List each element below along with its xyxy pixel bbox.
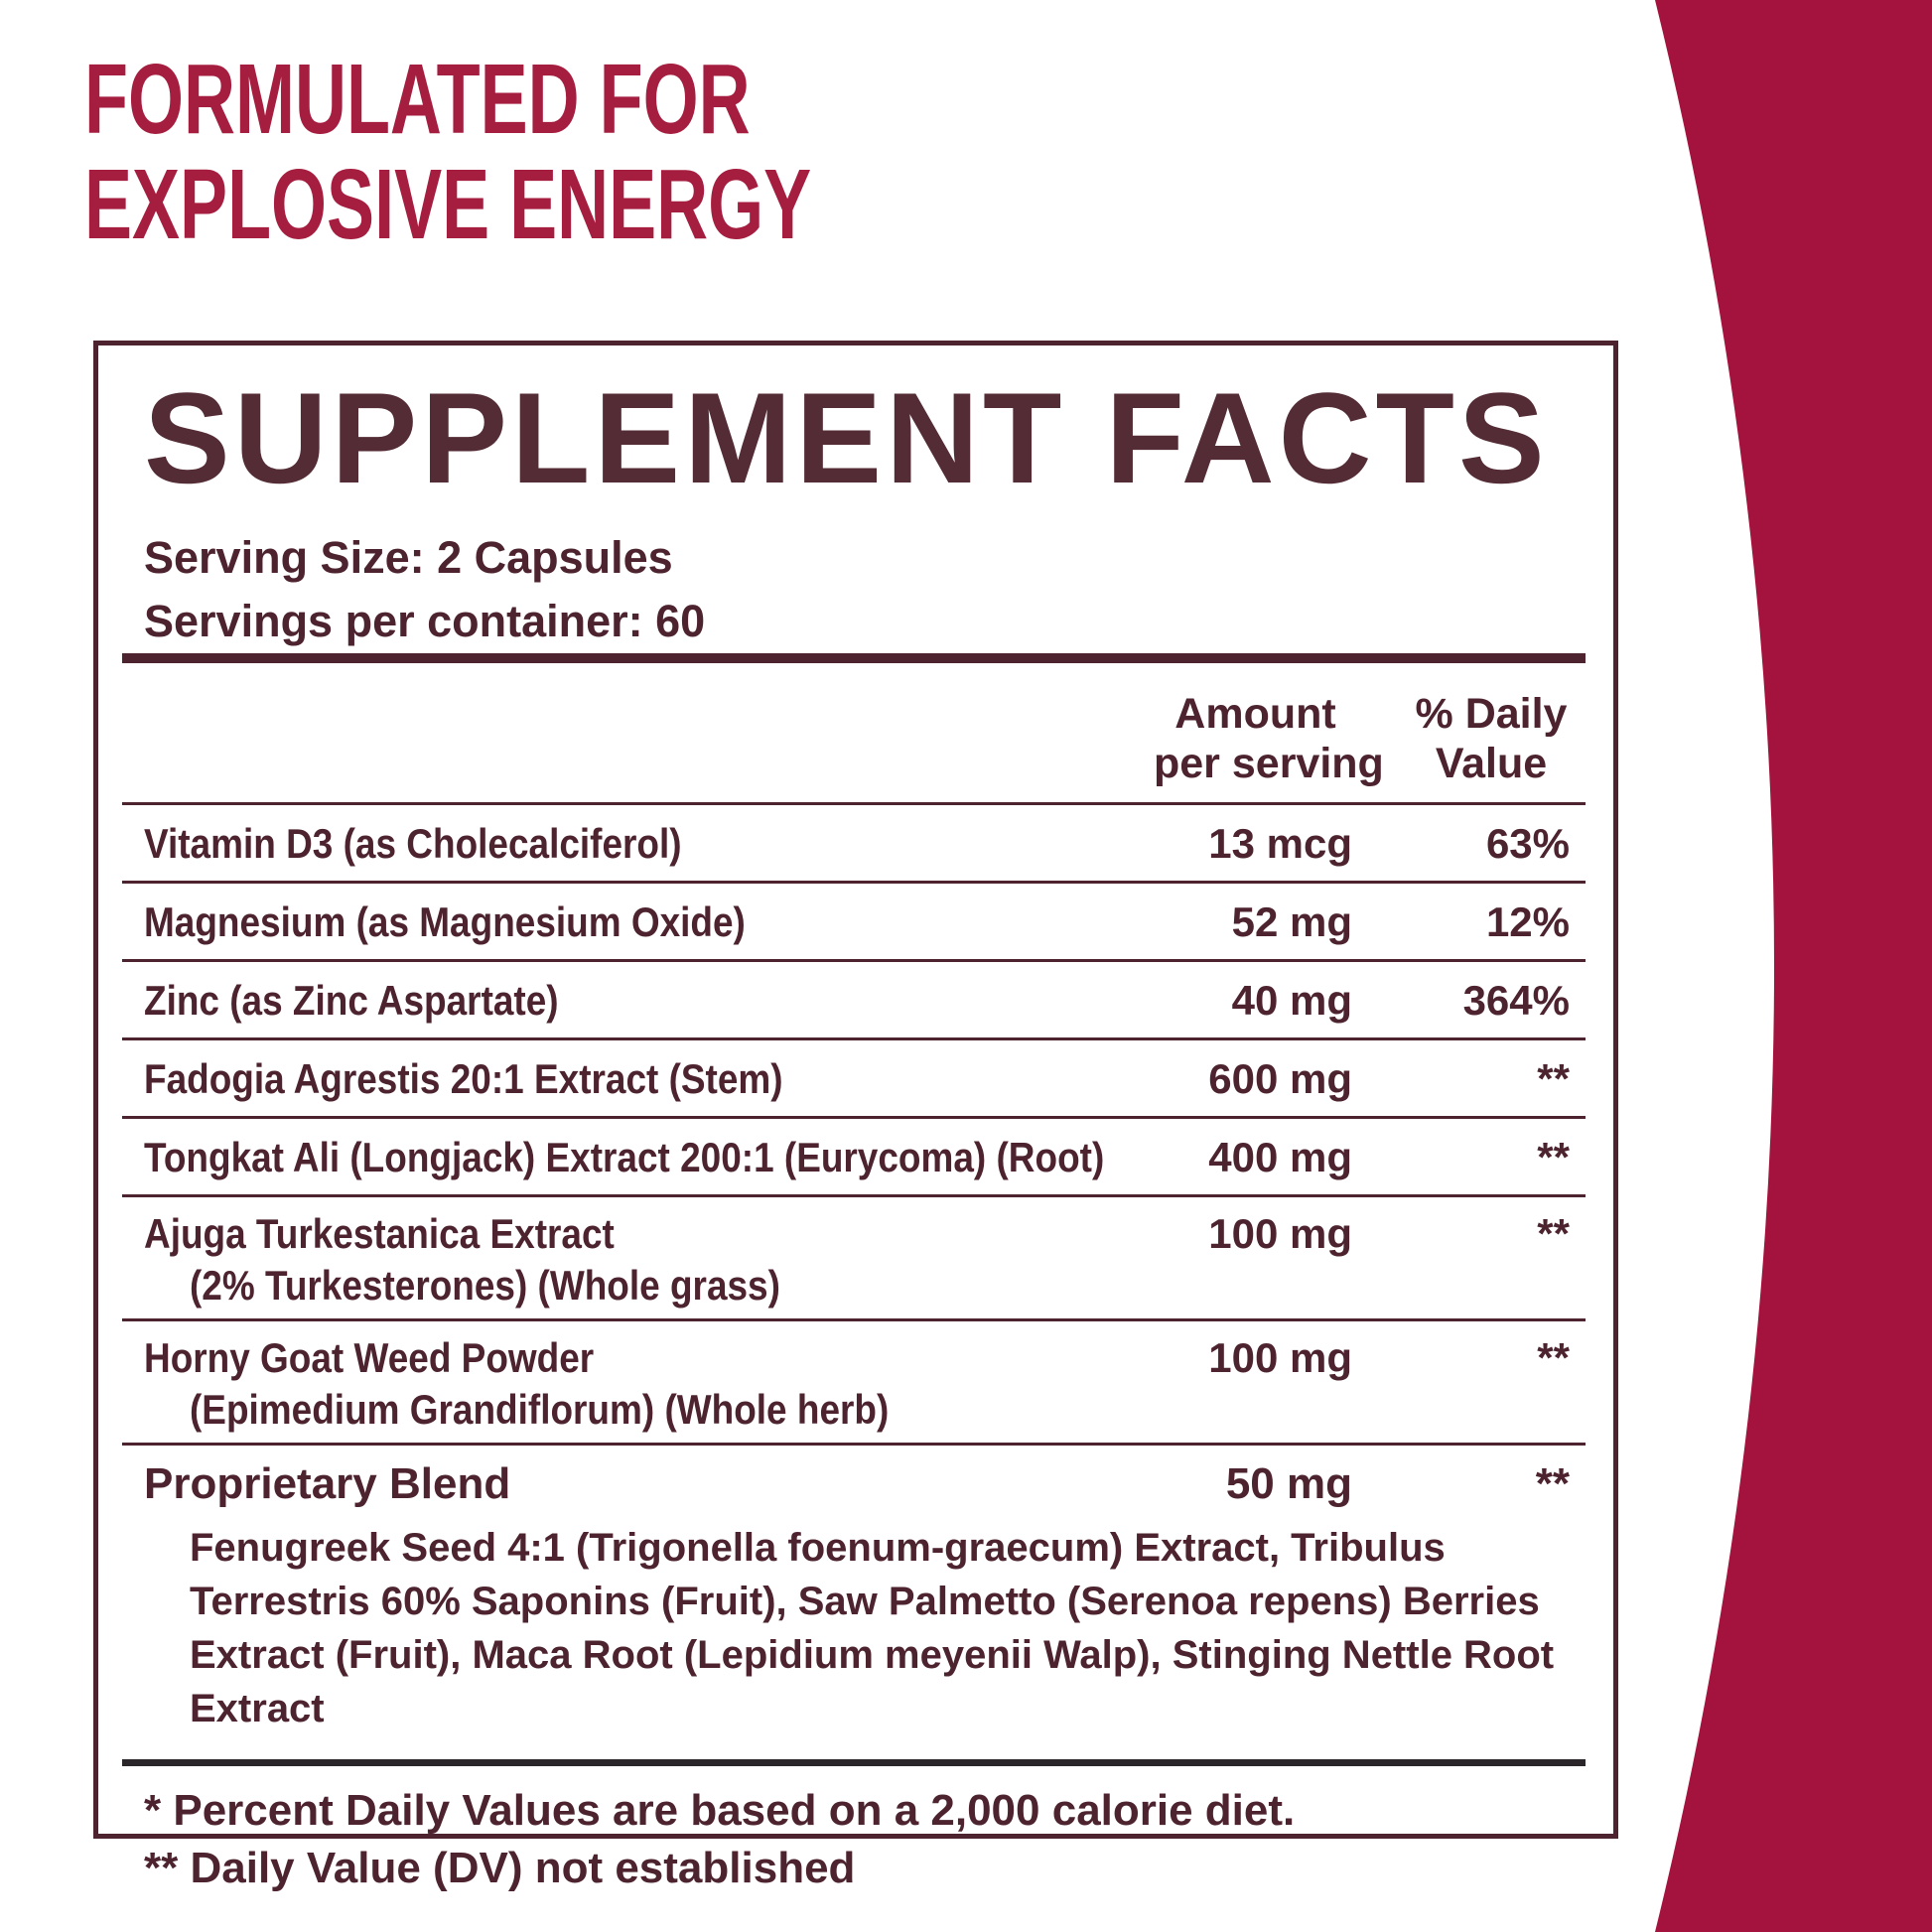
serving-size: Serving Size: 2 Capsules [144,532,673,583]
amount-value: 13 mcg [1208,820,1352,867]
amount-value: 100 mg [1208,1334,1352,1381]
amount-value: 600 mg [1208,1055,1352,1102]
row-divider [122,1443,1586,1446]
blend-name: Proprietary Blend [144,1459,511,1508]
row-divider [122,1318,1586,1321]
table-row: Zinc (as Zinc Aspartate) 40 mg 364% [122,962,1586,1037]
footnote-dv-not-established: ** Daily Value (DV) not established [144,1844,856,1892]
ingredient-name: Vitamin D3 (as Cholecalciferol) [144,820,682,867]
table-row: Magnesium (as Magnesium Oxide) 52 mg 12% [122,884,1586,959]
column-header-amount: Amount per serving [1154,690,1384,787]
headline: FORMULATED FOR EXPLOSIVE ENERGY [84,47,811,257]
row-divider [122,959,1586,962]
footnote-daily-values: * Percent Daily Values are based on a 2,… [144,1786,1296,1835]
table-row: Tongkat Ali (Longjack) Extract 200:1 (Eu… [122,1119,1586,1194]
ingredient-name: Magnesium (as Magnesium Oxide) [144,898,746,945]
amount-value: 50 mg [1225,1459,1352,1508]
ingredient-name: Fadogia Agrestis 20:1 Extract (Stem) [144,1055,783,1102]
supplement-facts-panel: SUPPLEMENT FACTS Serving Size: 2 Capsule… [93,341,1618,1890]
amount-value: 40 mg [1231,977,1352,1024]
row-divider [122,1116,1586,1119]
ingredient-subtext: (2% Turkesterones) (Whole grass) [190,1262,780,1309]
amount-value: 52 mg [1231,898,1352,945]
blend-description: Fenugreek Seed 4:1 (Trigonella foenum-gr… [190,1526,1555,1730]
daily-value: ** [1535,1459,1570,1508]
ingredient-name: Ajuga Turkestanica Extract (2% Turkester… [122,1213,1109,1307]
row-divider [122,1194,1586,1197]
table-row: Fadogia Agrestis 20:1 Extract (Stem) 600… [122,1040,1586,1116]
daily-value: 364% [1462,977,1570,1024]
table-header-row: Amount per serving % Daily Value [122,663,1586,802]
table-row: Vitamin D3 (as Cholecalciferol) 13 mcg 6… [122,805,1586,881]
column-header-daily-value: % Daily Value [1415,690,1568,787]
serving-info: Serving Size: 2 Capsules Servings per co… [144,526,1586,653]
daily-value: ** [1537,1055,1570,1102]
ingredient-name: Horny Goat Weed Powder (Epimedium Grandi… [122,1337,1109,1431]
amount-value: 100 mg [1208,1210,1352,1257]
ingredient-subtext: (Epimedium Grandiflorum) (Whole herb) [190,1386,890,1433]
headline-line2: EXPLOSIVE ENERGY [84,149,812,260]
daily-value: ** [1537,1134,1570,1180]
divider-thick-top [122,653,1586,663]
footnotes: * Percent Daily Values are based on a 2,… [144,1786,1586,1892]
daily-value: ** [1537,1334,1570,1381]
amount-value: 400 mg [1208,1134,1352,1180]
ingredient-name: Zinc (as Zinc Aspartate) [144,977,559,1024]
panel-title: SUPPLEMENT FACTS [144,365,1549,510]
daily-value: ** [1537,1210,1570,1257]
divider-footnotes [122,1759,1586,1766]
ingredient-name: Tongkat Ali (Longjack) Extract 200:1 (Eu… [144,1134,1105,1180]
table-row: Horny Goat Weed Powder (Epimedium Grandi… [122,1321,1586,1443]
daily-value: 63% [1485,820,1570,867]
servings-per-container: Servings per container: 60 [144,596,706,646]
row-divider [122,881,1586,884]
table-row: Ajuga Turkestanica Extract (2% Turkester… [122,1197,1586,1318]
divider-header [122,802,1586,805]
daily-value: 12% [1485,898,1570,945]
headline-line1: FORMULATED FOR [84,44,751,155]
row-divider [122,1037,1586,1040]
proprietary-blend-row: Proprietary Blend 50 mg ** Fenugreek See… [122,1446,1586,1759]
